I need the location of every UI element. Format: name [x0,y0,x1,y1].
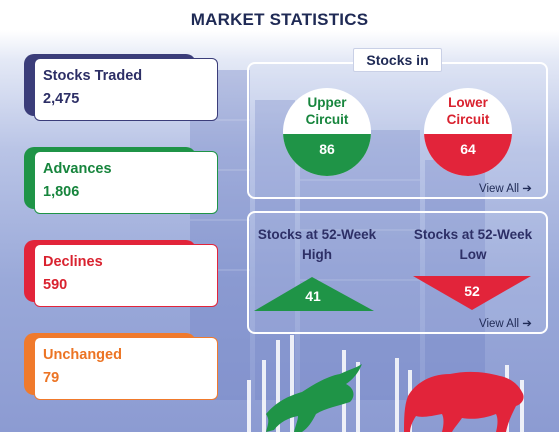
upper-circuit-label-line2: Circuit [305,112,349,127]
card-body: Unchanged 79 [34,337,218,400]
lower-circuit-label-line1: Lower [448,95,488,110]
card-body: Declines 590 [34,244,218,307]
week52-high-triangle[interactable] [254,277,374,311]
lower-circuit-badge[interactable]: Lower Circuit 64 [424,88,512,176]
advances-label: Advances [43,161,112,177]
unchanged-label: Unchanged [43,347,122,363]
week52-high-label: Stocks at 52-Week High [252,225,382,265]
upper-circuit-label: Upper Circuit [283,88,371,134]
unchanged-value: 79 [43,370,60,386]
bear-icon [404,371,524,432]
card-body: Advances 1,806 [34,151,218,214]
declines-label: Declines [43,254,103,270]
card-body: Stocks Traded 2,475 [34,58,218,121]
week52-low-label-line1: Stocks at 52-Week [413,227,533,242]
upper-circuit-label-line1: Upper [307,95,347,110]
circuit-panel-heading: Stocks in [353,48,442,72]
stocks-traded-value: 2,475 [43,91,80,107]
week52-low-value: 52 [464,283,480,299]
week52-high-value: 41 [305,288,321,304]
lower-circuit-label: Lower Circuit [424,88,512,134]
upper-circuit-value: 86 [283,134,371,176]
week52-view-all-link[interactable]: View All ➔ [479,318,532,330]
page-title: MARKET STATISTICS [190,10,369,29]
week52-low-label-line2: Low [459,247,487,262]
unchanged-card[interactable]: Unchanged 79 [24,333,218,403]
stocks-traded-card[interactable]: Stocks Traded 2,475 [24,54,218,124]
advances-value: 1,806 [43,184,80,200]
lower-circuit-label-line2: Circuit [446,112,490,127]
week52-panel [247,211,548,334]
circuit-view-all-link[interactable]: View All ➔ [479,183,532,195]
upper-circuit-badge[interactable]: Upper Circuit 86 [283,88,371,176]
declines-card[interactable]: Declines 590 [24,240,218,310]
week52-low-triangle[interactable] [413,276,531,310]
stocks-traded-label: Stocks Traded [43,68,143,84]
week52-high-label-line1: Stocks at 52-Week [257,227,377,242]
bull-icon [266,364,362,432]
week52-low-label: Stocks at 52-Week Low [408,225,538,265]
week52-high-label-line2: High [302,247,332,262]
lower-circuit-value: 64 [424,134,512,176]
advances-card[interactable]: Advances 1,806 [24,147,218,217]
declines-value: 590 [43,277,68,293]
